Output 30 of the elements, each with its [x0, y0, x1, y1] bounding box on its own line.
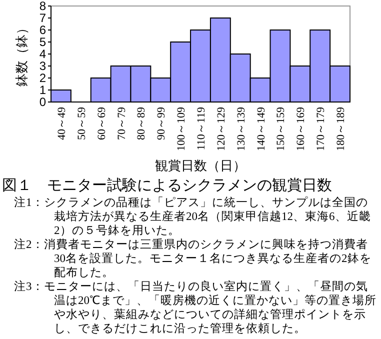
x-tick-label: 40～49	[56, 106, 68, 140]
text: 注1：シクラメンの品種は「ピアス」に統一し、サンプルは全国の栽培方法が異なる生産者20名（関東甲信越12、東海6、近畿2）の５号鉢を用いた。	[14, 196, 372, 238]
y-tick-label: 7	[39, 11, 46, 25]
x-tick-label: 180～189	[335, 106, 348, 151]
x-tick-label: 60～69	[96, 106, 108, 140]
y-tick-label: 0	[39, 95, 46, 109]
y-tick-label: 6	[39, 23, 46, 37]
x-axis-title: 観賞日数（日）	[155, 158, 246, 173]
y-tick-label: 8	[39, 0, 46, 13]
x-tick-label: 50～59	[76, 106, 88, 140]
y-tick-label: 1	[39, 83, 46, 97]
text: 注2：消費者モニターは三重県内のシクラメンに興味を持つ消費者30名を設置した。モニター１名につき異なる生産者の2鉢を配布した。	[14, 238, 372, 280]
x-tick-label: 160～169	[295, 106, 308, 151]
x-tick-label: 130～139	[235, 106, 248, 151]
x-tick-label: 110～119	[196, 106, 208, 150]
x-tick-label: 100～109	[176, 106, 188, 151]
y-tick-label: 4	[39, 47, 46, 61]
y-tick-label: 3	[39, 59, 46, 73]
y-tick-label: 2	[39, 71, 46, 85]
x-tick-label: 120～129	[215, 106, 228, 151]
x-tick-label: 80～89	[136, 106, 148, 140]
x-tick-label: 70～79	[116, 106, 128, 140]
x-tick-label: 170～179	[315, 106, 328, 151]
x-tick-label: 140～149	[255, 106, 268, 151]
y-tick-label: 5	[39, 35, 46, 49]
y-axis-title: 鉢数（鉢）	[14, 22, 29, 86]
x-tick-label: 150～159	[275, 106, 288, 151]
text: 注3：モニターには、「日当たりの良い室内に置く」、「昼間の気温は20℃まで」、「暖房機の近くに置かない」等の置き場所や水やり、葉組みなどについての詳細な管理ポイントを示し、できるだけこれに沿った管理を依頼した。	[14, 280, 378, 336]
x-tick-label: 90～99	[156, 106, 168, 140]
text: 図１ モニター試験によるシクラメンの観賞日数	[2, 176, 332, 195]
